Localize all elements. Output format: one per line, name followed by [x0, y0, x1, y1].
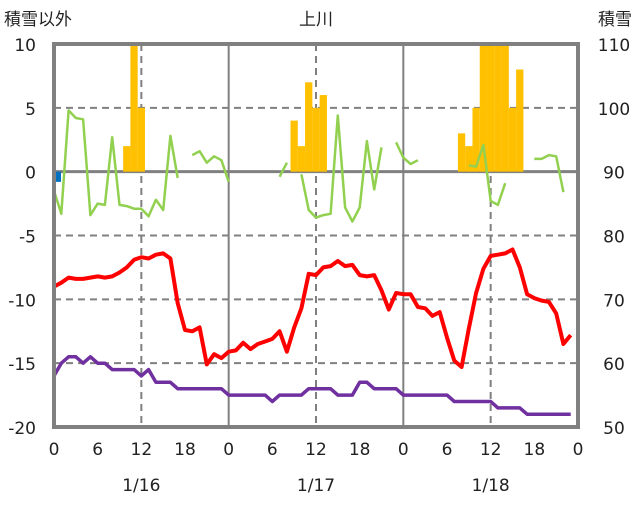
series-line-snow-depth	[52, 355, 571, 416]
series-line-temperature	[53, 247, 573, 369]
bar-small-bar	[56, 171, 61, 182]
y-left-tick-label: 5	[25, 100, 36, 120]
bar-precipitation	[130, 44, 138, 172]
left-axis-title: 積雪以外	[4, 10, 72, 30]
date-label: 1/17	[297, 476, 335, 496]
plot-border	[52, 42, 580, 429]
y-right-tick-label: 110	[598, 36, 630, 56]
x-tick-label: 18	[524, 440, 546, 460]
y-right-tick-label: 70	[603, 291, 625, 311]
y-right-tick-label: 50	[603, 419, 625, 439]
bars	[56, 44, 524, 182]
y-left-tick-label: 0	[25, 164, 36, 184]
x-tick-label: 0	[398, 440, 409, 460]
y-left-tick-label: -10	[8, 291, 36, 311]
x-tick-label: 18	[174, 440, 196, 460]
bar-precipitation	[465, 146, 473, 172]
bar-precipitation	[319, 95, 327, 172]
x-tick-label: 6	[92, 440, 103, 460]
x-tick-label: 12	[305, 440, 327, 460]
x-tick-label: 0	[573, 440, 584, 460]
x-tick-label: 6	[267, 440, 278, 460]
bar-precipitation	[501, 44, 509, 172]
bar-precipitation	[297, 146, 306, 172]
x-tick-label: 18	[349, 440, 371, 460]
x-tick-label: 6	[442, 440, 453, 460]
y-right-tick-label: 60	[603, 355, 625, 375]
y-left-tick-label: -20	[8, 419, 36, 439]
date-label: 1/18	[472, 476, 510, 496]
bar-precipitation	[305, 82, 313, 172]
bar-precipitation	[290, 120, 298, 172]
bar-precipitation	[516, 69, 524, 172]
y-left-tick-label: -5	[19, 228, 36, 248]
bar-precipitation	[487, 44, 495, 172]
lines	[52, 109, 573, 416]
y-left-tick-label: 10	[14, 36, 36, 56]
bar-precipitation	[312, 107, 320, 172]
bar-precipitation	[494, 44, 502, 172]
chart-title: 上川	[299, 10, 333, 30]
y-right-tick-label: 90	[603, 164, 625, 184]
bar-precipitation	[137, 107, 145, 172]
right-axis-title: 積雪	[598, 10, 632, 30]
date-label: 1/16	[122, 476, 160, 496]
bar-precipitation	[479, 44, 488, 172]
series-line-other	[52, 109, 565, 223]
bar-precipitation	[123, 146, 131, 172]
bar-precipitation	[457, 133, 466, 172]
x-tick-label: 12	[480, 440, 502, 460]
x-tick-label: 12	[131, 440, 153, 460]
x-tick-label: 0	[223, 440, 234, 460]
y-right-tick-label: 100	[598, 100, 630, 120]
bar-precipitation	[472, 107, 480, 172]
bar-precipitation	[508, 107, 517, 172]
y-right-tick-label: 80	[603, 228, 625, 248]
y-left-tick-label: -15	[8, 355, 36, 375]
plot-frame	[52, 42, 580, 429]
x-tick-label: 0	[49, 440, 60, 460]
